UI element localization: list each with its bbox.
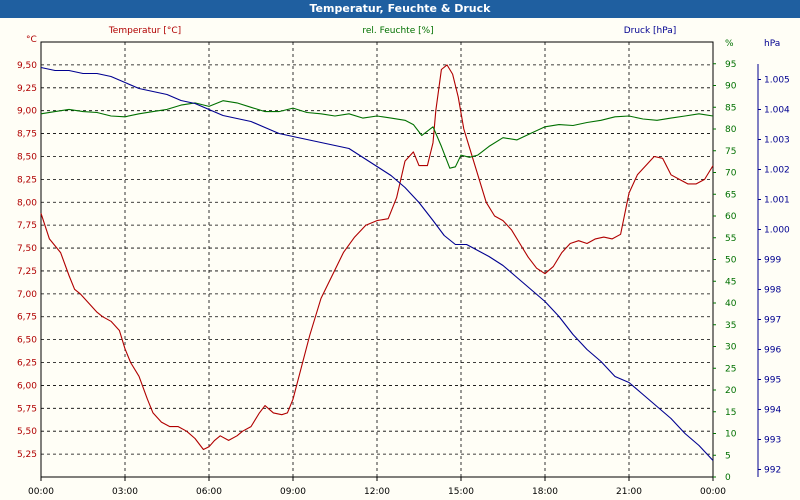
temp-tick-label: 5,25 bbox=[17, 450, 37, 460]
x-tick-time: 15:00 bbox=[448, 487, 474, 497]
humidity-tick-label: 55 bbox=[725, 234, 736, 244]
x-tick-time: 06:00 bbox=[196, 487, 222, 497]
temp-tick-label: 6,00 bbox=[17, 381, 37, 391]
x-tick-time: 18:00 bbox=[532, 487, 558, 497]
temp-unit-label: °C bbox=[26, 35, 37, 45]
humidity-tick-label: 35 bbox=[725, 321, 736, 331]
humidity-tick-label: 90 bbox=[725, 82, 737, 92]
axis-headers: Temperatur [°C] rel. Feuchte [%] Druck [hP… bbox=[108, 26, 676, 36]
temp-tick-label: 8,25 bbox=[17, 175, 37, 185]
pressure-axis-title: Druck [hPa] bbox=[624, 26, 677, 36]
humidity-tick-label: 0 bbox=[725, 473, 731, 483]
series-line-humidity bbox=[40, 100, 714, 169]
humidity-tick-label: 5 bbox=[725, 451, 731, 461]
humidity-tick-label: 30 bbox=[725, 343, 737, 353]
gridlines bbox=[41, 42, 713, 477]
humidity-unit-label: % bbox=[725, 39, 734, 49]
pressure-tick-label: 1.001 bbox=[764, 196, 790, 206]
humidity-tick-label: 95 bbox=[725, 60, 736, 70]
humidity-tick-label: 75 bbox=[725, 147, 736, 157]
chart: 5,25 5,50 5,75 6,00 6,25 6,50 6,75 7,00 7,25 7,50… bbox=[17, 26, 790, 497]
humidity-tick-label: 25 bbox=[725, 364, 736, 374]
temp-tick-label: 7,00 bbox=[17, 290, 37, 300]
humidity-tick-label: 20 bbox=[725, 386, 737, 396]
humidity-tick-label: 45 bbox=[725, 277, 736, 287]
pressure-tick-label: 1.002 bbox=[764, 166, 790, 176]
temp-tick-label: 6,25 bbox=[17, 359, 37, 369]
humidity-tick-label: 40 bbox=[725, 299, 737, 309]
humidity-tick-label: 70 bbox=[725, 169, 737, 179]
series-line-pressure bbox=[40, 66, 714, 461]
pressure-tick-label: 993 bbox=[764, 436, 781, 446]
humidity-tick-label: 65 bbox=[725, 190, 736, 200]
pressure-tick-label: 998 bbox=[764, 286, 781, 296]
pressure-tick-label: 997 bbox=[764, 316, 781, 326]
pressure-tick-label: 1.003 bbox=[764, 136, 790, 146]
humidity-tick-label: 50 bbox=[725, 256, 737, 266]
temp-tick-label: 9,00 bbox=[17, 107, 37, 117]
temp-tick-label: 9,25 bbox=[17, 84, 37, 94]
pressure-tick-label: 995 bbox=[764, 376, 781, 386]
pressure-tick-label: 1.005 bbox=[764, 76, 790, 86]
temp-tick-label: 8,75 bbox=[17, 130, 37, 140]
x-tick-time: 00:00 bbox=[28, 487, 54, 497]
x-tick-time: 12:00 bbox=[364, 487, 390, 497]
humidity-tick-label: 60 bbox=[725, 212, 737, 222]
temp-tick-label: 5,75 bbox=[17, 404, 37, 414]
pressure-tick-label: 999 bbox=[764, 256, 781, 266]
window-title: Temperatur, Feuchte & Druck bbox=[0, 0, 800, 18]
series-line-temperature bbox=[40, 64, 714, 451]
humidity-tick-label: 80 bbox=[725, 125, 737, 135]
temp-tick-label: 8,00 bbox=[17, 198, 37, 208]
humidity-tick-label: 10 bbox=[725, 430, 737, 440]
pressure-unit-label: hPa bbox=[764, 39, 780, 49]
temp-tick-label: 7,25 bbox=[17, 267, 37, 277]
axes: 5,25 5,50 5,75 6,00 6,25 6,50 6,75 7,00 7,25 7,50… bbox=[17, 35, 790, 497]
x-tick-time: 09:00 bbox=[280, 487, 306, 497]
temp-tick-label: 7,50 bbox=[17, 244, 37, 254]
temp-tick-label: 6,75 bbox=[17, 313, 37, 323]
temp-tick-label: 7,75 bbox=[17, 221, 37, 231]
humidity-axis-title: rel. Feuchte [%] bbox=[362, 26, 433, 36]
temp-tick-label: 9,50 bbox=[17, 61, 37, 71]
temp-tick-label: 5,50 bbox=[17, 427, 37, 437]
x-tick-time: 03:00 bbox=[112, 487, 138, 497]
x-tick-time: 00:00 bbox=[700, 487, 726, 497]
pressure-tick-label: 1.004 bbox=[764, 106, 790, 116]
humidity-tick-label: 15 bbox=[725, 408, 736, 418]
pressure-tick-label: 1.000 bbox=[764, 226, 790, 236]
temperature-axis-title: Temperatur [°C] bbox=[108, 26, 181, 36]
humidity-tick-label: 85 bbox=[725, 103, 736, 113]
pressure-tick-label: 994 bbox=[764, 406, 781, 416]
pressure-tick-label: 992 bbox=[764, 466, 781, 476]
pressure-tick-label: 996 bbox=[764, 346, 781, 356]
x-tick-time: 21:00 bbox=[616, 487, 642, 497]
series-group bbox=[40, 64, 714, 461]
temp-tick-label: 8,50 bbox=[17, 152, 37, 162]
temp-tick-label: 6,50 bbox=[17, 336, 37, 346]
